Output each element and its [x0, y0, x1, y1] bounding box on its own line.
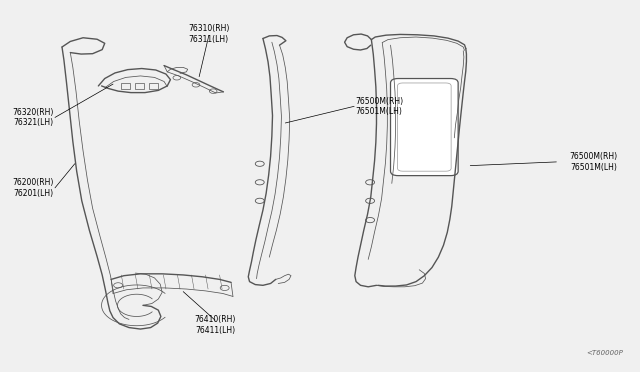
- Bar: [122, 83, 130, 89]
- Text: 76320(RH)
76321(LH): 76320(RH) 76321(LH): [12, 108, 54, 127]
- Bar: [149, 83, 157, 89]
- FancyBboxPatch shape: [390, 78, 458, 176]
- FancyBboxPatch shape: [397, 83, 451, 171]
- Text: 76500M(RH)
76501M(LH): 76500M(RH) 76501M(LH): [569, 152, 617, 171]
- Text: 76200(RH)
76201(LH): 76200(RH) 76201(LH): [12, 178, 54, 198]
- Text: <T60000P: <T60000P: [586, 350, 623, 356]
- Bar: [135, 83, 143, 89]
- Text: 76500M(RH)
76501M(LH): 76500M(RH) 76501M(LH): [355, 97, 404, 116]
- Text: 76310(RH)
76311(LH): 76310(RH) 76311(LH): [188, 24, 229, 44]
- Text: 76410(RH)
76411(LH): 76410(RH) 76411(LH): [195, 315, 236, 335]
